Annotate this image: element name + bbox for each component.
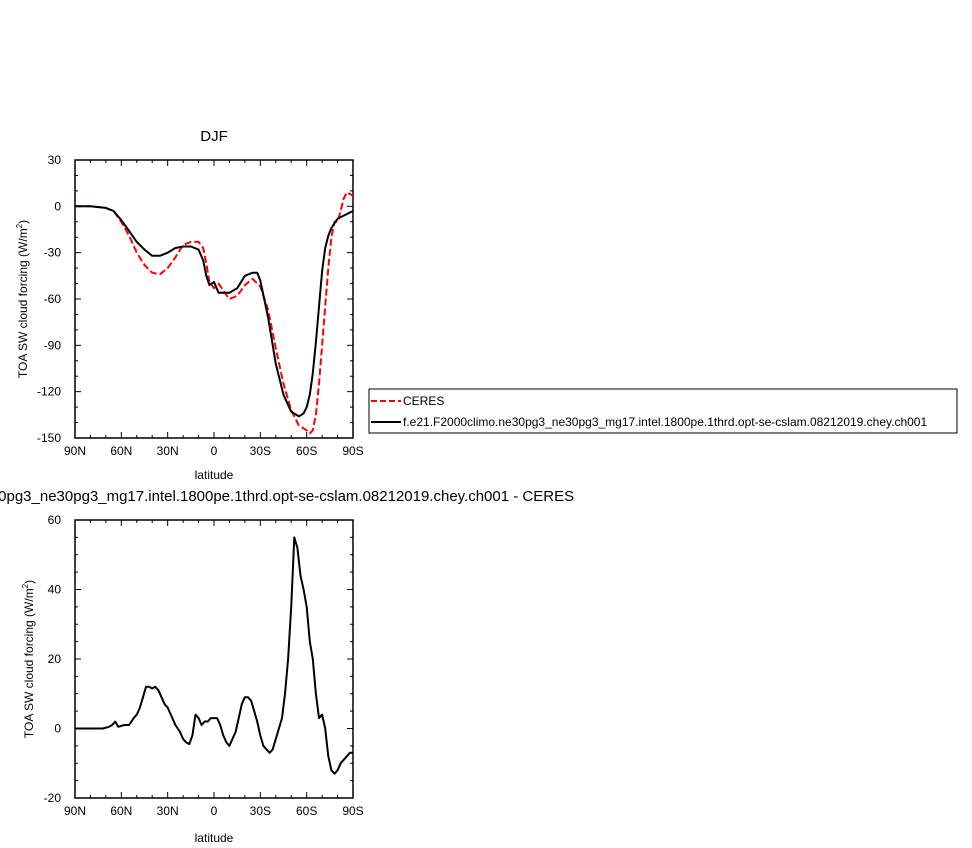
top-chart-ylabel-main: TOA SW cloud forcing (W/m (16, 228, 30, 378)
top-chart: DJF 90N 60N 30N 0 30S 60S 90S 30 0 -30 -60 -90 -120… (15, 128, 364, 482)
series-line-model (75, 205, 354, 418)
y-tick-label: 20 (48, 652, 62, 666)
x-tick-label: 0 (211, 444, 218, 458)
y-tick-label: -60 (44, 292, 62, 306)
x-tick-label: 0 (211, 804, 218, 818)
y-tick-label: 40 (48, 583, 62, 597)
bottom-chart: f.e21.F2000climo.ne30pg3_ne30pg3_mg17.in… (0, 488, 574, 845)
y-tick-label: 30 (48, 153, 62, 167)
x-tick-label: 90S (342, 444, 363, 458)
bottom-chart-title: f.e21.F2000climo.ne30pg3_ne30pg3_mg17.in… (0, 488, 574, 505)
top-chart-x-ticks: 90N 60N 30N 0 30S 60S 90S (64, 160, 364, 458)
top-chart-ylabel-end: ) (16, 220, 30, 224)
bottom-chart-ylabel-main: TOA SW cloud forcing (W/m (22, 588, 36, 738)
top-chart-ylabel: TOA SW cloud forcing (W/m2) (15, 220, 30, 378)
x-tick-label: 90N (64, 804, 86, 818)
x-tick-label: 30S (250, 804, 271, 818)
top-chart-ylabel-sup: 2 (15, 223, 24, 228)
legend-label-model: f.e21.F2000climo.ne30pg3_ne30pg3_mg17.in… (403, 415, 927, 429)
bottom-chart-y-ticks: 60 40 20 0 -20 (44, 513, 353, 805)
legend-frame (368, 388, 958, 434)
top-chart-frame (74, 159, 354, 439)
x-tick-label: 30N (157, 444, 179, 458)
series-line-difference (75, 536, 353, 775)
x-tick-label: 60S (296, 804, 317, 818)
bottom-chart-xlabel: latitude (195, 831, 234, 845)
bottom-chart-ylabel-sup: 2 (21, 583, 30, 588)
y-tick-label: -90 (44, 338, 62, 352)
bottom-chart-series (75, 536, 353, 775)
top-chart-xlabel: latitude (195, 468, 234, 482)
y-tick-label: -120 (37, 385, 61, 399)
y-tick-label: 60 (48, 513, 62, 527)
series-line-ceres (75, 191, 354, 435)
y-tick-label: -30 (44, 246, 62, 260)
bottom-chart-x-ticks: 90N 60N 30N 0 30S 60S 90S (64, 520, 364, 818)
y-tick-label: -150 (37, 431, 61, 445)
x-tick-label: 30N (157, 804, 179, 818)
top-chart-series (75, 191, 354, 435)
legend-label-ceres: CERES (403, 394, 444, 408)
x-tick-label: 30S (250, 444, 271, 458)
x-tick-label: 60N (110, 444, 132, 458)
legend: CERES f.e21.F2000climo.ne30pg3_ne30pg3_m… (368, 388, 958, 434)
y-tick-label: -20 (44, 791, 62, 805)
x-tick-label: 90N (64, 444, 86, 458)
bottom-chart-frame (74, 519, 354, 799)
x-tick-label: 90S (342, 804, 363, 818)
top-chart-title: DJF (200, 128, 228, 145)
x-tick-label: 60N (110, 804, 132, 818)
bottom-chart-ylabel: TOA SW cloud forcing (W/m2) (21, 580, 36, 738)
y-tick-label: 0 (54, 722, 61, 736)
top-chart-y-ticks: 30 0 -30 -60 -90 -120 -150 (37, 153, 353, 445)
bottom-chart-ylabel-end: ) (22, 580, 36, 584)
x-tick-label: 60S (296, 444, 317, 458)
y-tick-label: 0 (54, 199, 61, 213)
